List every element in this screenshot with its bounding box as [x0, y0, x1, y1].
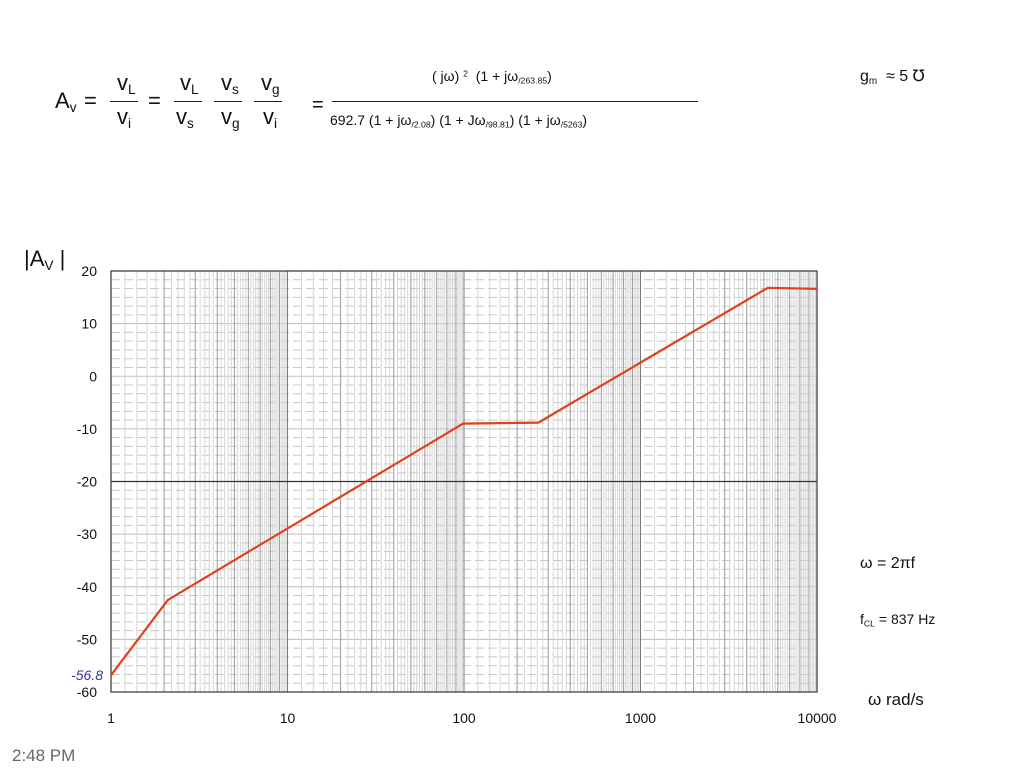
- plot-border: [110, 270, 818, 693]
- start-value-annotation: -56.8: [71, 667, 103, 683]
- y-tick-label: -30: [77, 526, 97, 542]
- transfer-function-numerator: ( jω) 2 (1 + jω/263.85): [432, 68, 552, 86]
- av-symbol: Av: [55, 88, 77, 116]
- y-axis-label: |AV |: [24, 246, 66, 274]
- x-tick-label: 1: [107, 710, 115, 726]
- magnitude-response-line: [110, 286, 818, 676]
- fraction-bar: [110, 101, 138, 102]
- transconductance-note: gm ≈ 5 ℧: [860, 68, 925, 87]
- y-tick-label: -60: [77, 684, 97, 700]
- equals-sign: =: [312, 94, 324, 116]
- x-tick-label: 10000: [798, 710, 837, 726]
- transfer-function-bar: [332, 101, 698, 102]
- x-tick-label: 100: [452, 710, 476, 726]
- y-tick-label: 0: [89, 368, 97, 384]
- fraction-denominator: vs: [176, 104, 194, 132]
- fraction-denominator: vg: [221, 104, 240, 132]
- fraction-numerator: vL: [180, 70, 199, 98]
- fraction-bar: [214, 101, 242, 102]
- fraction-denominator: vi: [117, 104, 132, 132]
- equals-sign: =: [148, 88, 161, 113]
- fraction-numerator: vs: [221, 70, 239, 98]
- fraction-numerator: vg: [261, 70, 280, 98]
- omega-definition: ω = 2πf: [860, 555, 916, 572]
- x-axis-label: ω rad/s: [868, 690, 924, 709]
- fraction-bar: [254, 101, 282, 102]
- fraction-numerator: vL: [117, 70, 136, 98]
- clock-time: 2:48 PM: [12, 746, 76, 765]
- equals-sign: =: [84, 88, 97, 113]
- x-tick-label: 10: [280, 710, 296, 726]
- series-layer: [110, 286, 818, 676]
- transfer-function-denominator: 692.7 (1 + jω/2.08) (1 + Jω/98.81) (1 + …: [330, 112, 588, 130]
- x-tick-label: 1000: [625, 710, 656, 726]
- grid: [110, 270, 818, 693]
- y-tick-label: -40: [77, 579, 97, 595]
- y-tick-label: -50: [77, 631, 97, 647]
- y-tick-label: -20: [77, 474, 97, 490]
- fraction-denominator: vi: [263, 104, 278, 132]
- y-tick-label: 10: [81, 316, 97, 332]
- cutoff-frequency-note: fCL = 837 Hz: [860, 611, 936, 629]
- fraction-bar: [174, 101, 202, 102]
- y-tick-label: 20: [81, 263, 97, 279]
- y-tick-label: -10: [77, 421, 97, 437]
